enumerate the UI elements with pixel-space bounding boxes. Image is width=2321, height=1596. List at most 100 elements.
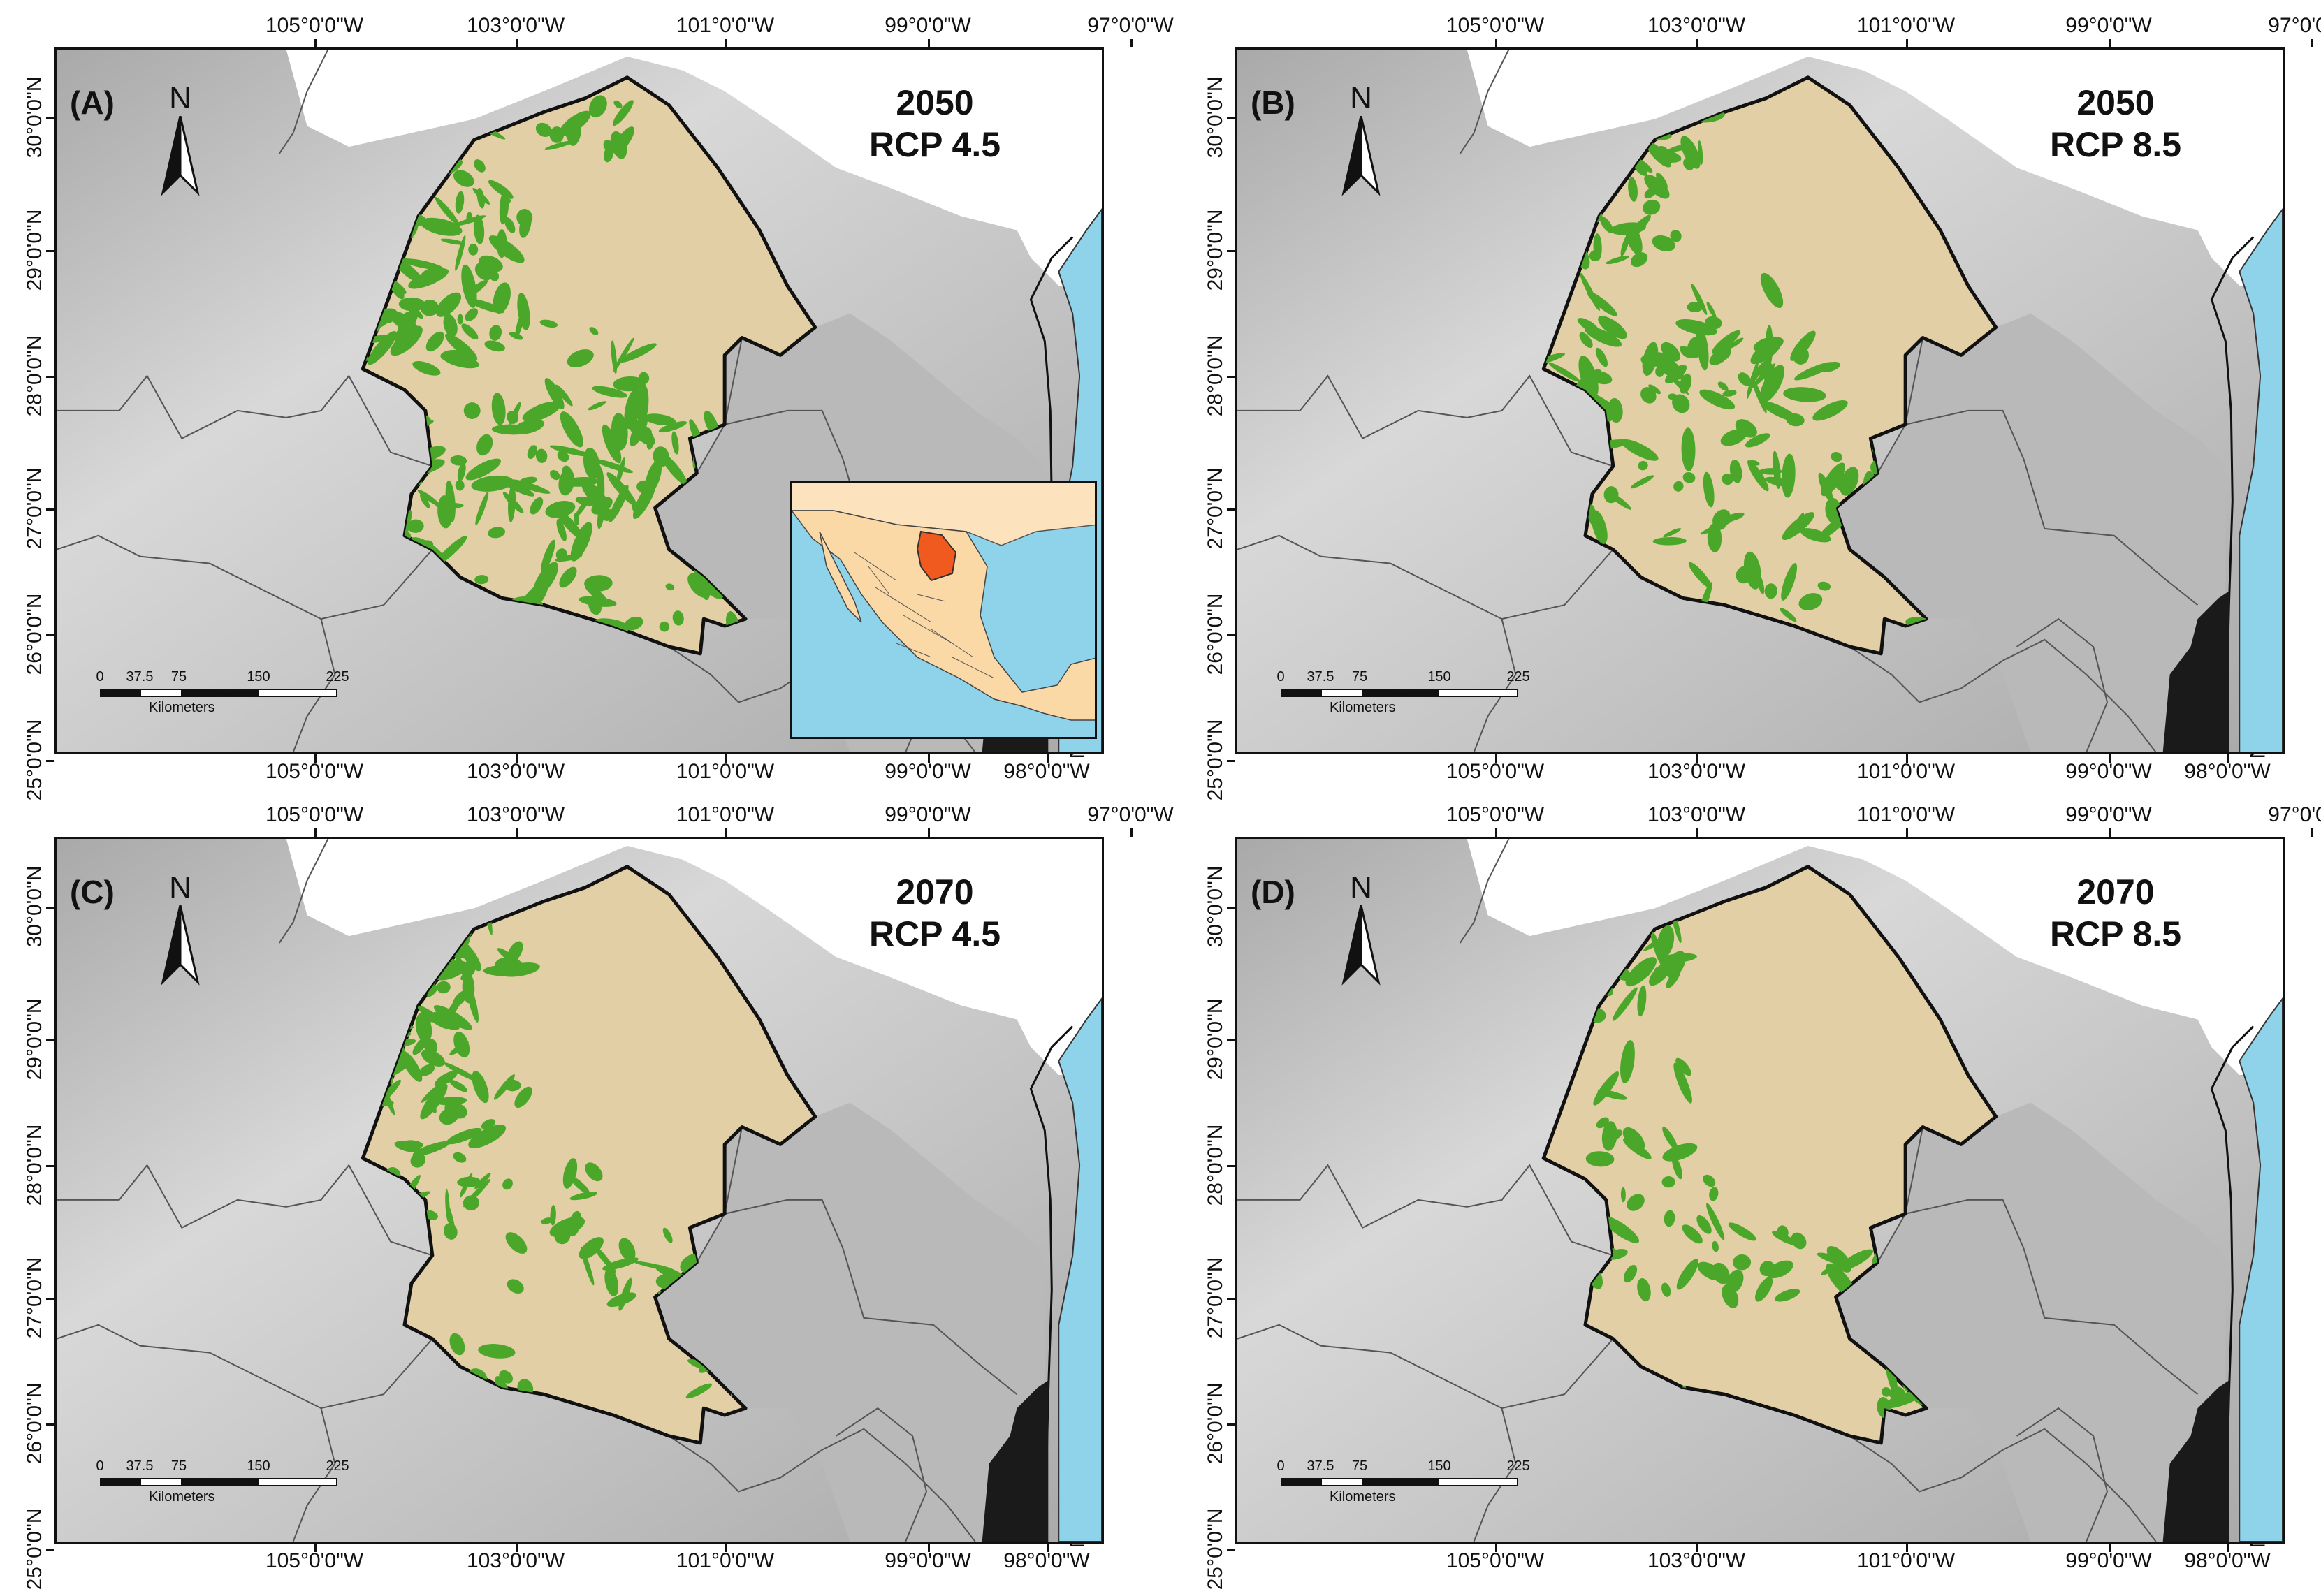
- north-label: N: [1350, 870, 1372, 905]
- latitude-label-left: 29°0'0"N: [23, 998, 46, 1081]
- scale-unit: Kilometers: [149, 700, 215, 715]
- habitat-patch: [1777, 1225, 1789, 1239]
- habitat-patch: [457, 462, 466, 482]
- habitat-patch: [558, 469, 575, 496]
- habitat-patch: [541, 539, 555, 573]
- longitude-label-top: 103°0'0"W: [1647, 14, 1746, 37]
- habitat-patch: [541, 1217, 553, 1224]
- projection-year: 2050: [2076, 83, 2155, 122]
- latitude-label-left: 27°0'0"N: [23, 1257, 46, 1339]
- mexico-outline: [792, 510, 1095, 721]
- habitat-patch: [1697, 1261, 1722, 1281]
- habitat-patch: [1666, 967, 1681, 988]
- climate-scenario: RCP 8.5: [2049, 914, 2182, 953]
- habitat-patch: [575, 497, 596, 506]
- habitat-patch: [465, 458, 501, 481]
- habitat-patch: [443, 1223, 458, 1240]
- habitat-patch: [1747, 460, 1769, 492]
- habitat-patch: [1652, 353, 1684, 380]
- habitat-patch: [1595, 347, 1608, 367]
- longitude-label-bottom: 98°0'0"W: [1003, 760, 1090, 783]
- habitat-patch: [1764, 583, 1777, 599]
- habitat-patch: [639, 427, 652, 442]
- habitat-patch: [1761, 273, 1773, 290]
- habitat-patch: [685, 1383, 712, 1399]
- longitude-label-bottom: 98°0'0"W: [2184, 1549, 2271, 1572]
- habitat-patch: [1745, 433, 1770, 448]
- longitude-label-bottom: 99°0'0"W: [885, 1549, 971, 1572]
- scale-tick-label: 150: [247, 669, 270, 684]
- longitude-label-bottom: 99°0'0"W: [2065, 1549, 2152, 1572]
- habitat-patch: [1643, 199, 1661, 215]
- habitat-patch: [1821, 462, 1846, 497]
- habitat-patch: [555, 554, 583, 562]
- habitat-patch: [445, 1189, 450, 1222]
- habitat-patch: [488, 180, 514, 199]
- state-boundary: [2016, 1407, 2109, 1542]
- latitude-label-left: 26°0'0"N: [23, 593, 46, 675]
- state-boundary: [1237, 1324, 1614, 1410]
- habitat-patch: [1589, 249, 1601, 261]
- state-boundary: [278, 839, 329, 944]
- longitude-label-bottom: 105°0'0"W: [265, 760, 364, 783]
- state-boundary: [1849, 638, 2157, 752]
- habitat-patch: [417, 489, 441, 507]
- longitude-label-top: 97°0'0"W: [2268, 803, 2321, 826]
- longitude-label-bottom: 103°0'0"W: [1647, 760, 1746, 783]
- gulf-of-mexico: [1058, 997, 1102, 1542]
- panel-label: (A): [70, 85, 115, 121]
- habitat-patch: [440, 238, 465, 245]
- coastal-marsh: [982, 1380, 1049, 1542]
- scale-tick-label: 0: [96, 1458, 104, 1474]
- habitat-patch: [613, 100, 623, 109]
- scale-tick-label: 37.5: [1307, 1458, 1334, 1474]
- habitat-patch: [1654, 146, 1668, 160]
- habitat-patch: [436, 292, 462, 317]
- habitat-patch: [420, 1083, 448, 1120]
- habitat-patch: [659, 621, 670, 632]
- scale-tick-label: 225: [1506, 1458, 1530, 1474]
- latitude-label-left: 26°0'0"N: [23, 1382, 46, 1465]
- habitat-patch: [478, 1344, 516, 1359]
- scale-tick-label: 0: [1276, 669, 1285, 684]
- habitat-patch: [434, 1070, 458, 1087]
- habitat-patch: [493, 282, 511, 314]
- habitat-patch: [602, 1257, 639, 1271]
- habitat-patch: [491, 424, 532, 435]
- state-boundary: [57, 374, 433, 467]
- habitat-patch: [1735, 419, 1757, 438]
- tamaulipas-area: [1835, 1102, 2226, 1542]
- habitat-patch: [466, 212, 472, 221]
- habitat-patch: [1652, 235, 1675, 252]
- longitude-label-top: 99°0'0"W: [2065, 14, 2152, 37]
- habitat-patch: [420, 493, 430, 508]
- habitat-patch: [1755, 1277, 1773, 1302]
- habitat-patch: [502, 199, 511, 207]
- habitat-patch: [489, 325, 502, 341]
- longitude-label-top: 103°0'0"W: [466, 803, 565, 826]
- habitat-patch: [550, 469, 560, 481]
- habitat-patch: [1675, 1057, 1691, 1076]
- scale-tick-label: 0: [96, 669, 104, 684]
- latitude-label-left: 25°0'0"N: [1204, 1508, 1227, 1590]
- habitat-patch: [1640, 387, 1657, 404]
- habitat-patch: [1627, 1194, 1645, 1211]
- habitat-patch: [579, 596, 617, 607]
- north-arrow-icon: N: [156, 81, 205, 200]
- habitat-patch: [1672, 1155, 1682, 1180]
- habitat-patch: [1623, 1264, 1638, 1283]
- habitat-patch: [1628, 177, 1638, 202]
- habitat-patch: [449, 1079, 467, 1092]
- state-boundary: [835, 1407, 928, 1542]
- longitude-label-top: 105°0'0"W: [1446, 803, 1545, 826]
- latitude-label-left: 27°0'0"N: [23, 467, 46, 550]
- usa-area: [286, 839, 1102, 1075]
- habitat-patch: [449, 1333, 465, 1356]
- habitat-patch: [502, 492, 524, 513]
- habitat-patch: [435, 1097, 467, 1106]
- latitude-label-left: 30°0'0"N: [23, 76, 46, 159]
- habitat-patch: [468, 1125, 507, 1149]
- habitat-patch: [1668, 393, 1678, 400]
- map-frame: [54, 837, 1104, 1544]
- habitat-patch: [559, 566, 577, 588]
